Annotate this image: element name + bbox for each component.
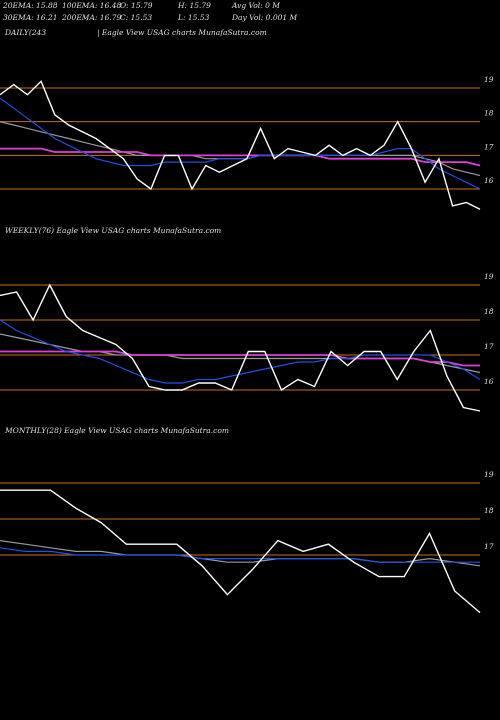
y-tick-label: 17	[484, 342, 494, 351]
stat-label: Avg Vol: 0 M	[231, 1, 280, 10]
series-line	[0, 283, 481, 412]
series-line	[0, 80, 481, 210]
stat-label: O: 15.79	[120, 1, 153, 10]
stat-label: 100EMA: 16.48	[62, 1, 121, 10]
y-tick-label: 19	[484, 75, 494, 84]
y-tick-label: 19	[484, 470, 494, 479]
series-line	[0, 350, 480, 367]
y-tick-label: 18	[484, 109, 494, 118]
y-tick-label: 19	[484, 272, 494, 281]
series-line	[0, 547, 480, 563]
panel-title: MONTHLY(28) Eagle View USAG charts Munaf…	[4, 426, 229, 435]
y-tick-label: 16	[484, 377, 494, 386]
stat-label: L: 15.53	[177, 13, 210, 22]
stat-label: Day Vol: 0.001 M	[231, 13, 298, 22]
series-line	[0, 489, 481, 614]
panel-subtitle: | Eagle View USAG charts MunafaSutra.com	[97, 28, 267, 37]
stat-label: 200EMA: 16.79	[61, 13, 121, 22]
stat-label: C: 15.53	[120, 13, 152, 22]
panel-title: WEEKLY(76) Eagle View USAG charts Munafa…	[5, 226, 221, 235]
series-line	[0, 147, 481, 167]
series-line	[0, 97, 481, 190]
stat-label: 20EMA: 15.88	[2, 1, 58, 10]
y-tick-label: 18	[484, 506, 494, 515]
stat-label: H: 15.79	[177, 1, 211, 10]
y-tick-label: 17	[484, 142, 494, 151]
series-line	[0, 319, 481, 384]
panel-title: DAILY(243	[4, 28, 46, 37]
stat-label: 30EMA: 16.21	[3, 13, 58, 22]
y-tick-label: 17	[484, 542, 494, 551]
y-tick-label: 16	[484, 176, 494, 185]
y-tick-label: 18	[484, 307, 494, 316]
